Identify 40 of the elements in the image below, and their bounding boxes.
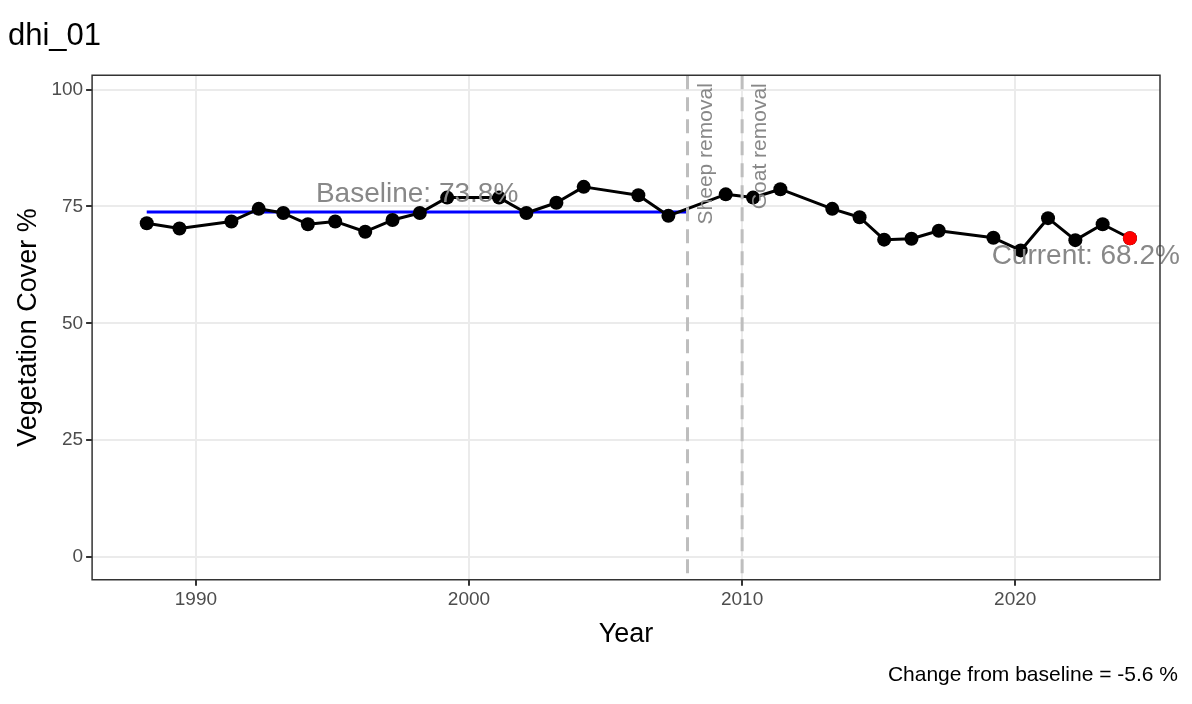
point bbox=[631, 188, 646, 203]
point bbox=[825, 201, 840, 216]
text: Change from baseline = -5.6 % bbox=[887, 662, 1178, 686]
point bbox=[328, 214, 343, 229]
y-tick-label: 100 bbox=[51, 77, 84, 99]
y-tick-label: 0 bbox=[72, 545, 84, 567]
x-tick-label: 2010 bbox=[720, 588, 764, 610]
y-tick-label: 50 bbox=[61, 311, 84, 333]
point bbox=[1041, 211, 1056, 226]
point bbox=[931, 223, 946, 238]
point bbox=[1095, 217, 1110, 232]
point bbox=[224, 214, 239, 229]
point bbox=[300, 217, 315, 232]
point bbox=[986, 230, 1001, 245]
x-tick-label: 2020 bbox=[994, 588, 1037, 610]
ref-line-label: Sheep removal bbox=[692, 83, 716, 225]
point bbox=[904, 231, 919, 246]
point bbox=[519, 206, 534, 221]
point bbox=[576, 179, 591, 194]
point bbox=[251, 201, 266, 216]
point bbox=[877, 232, 892, 247]
point bbox=[661, 208, 676, 223]
y-tick-label: 25 bbox=[61, 428, 84, 450]
point bbox=[773, 182, 788, 197]
point bbox=[412, 206, 427, 221]
point bbox=[139, 216, 154, 231]
chart-title: dhi_01 bbox=[8, 17, 102, 53]
point bbox=[549, 195, 564, 210]
x-tick-label: 1990 bbox=[174, 588, 218, 610]
point bbox=[358, 224, 373, 239]
y-axis-title: Vegetation Cover % bbox=[11, 208, 42, 447]
y-tick-label: 75 bbox=[61, 194, 84, 216]
point bbox=[852, 210, 867, 225]
ref-line-label: Goat removal bbox=[747, 83, 771, 210]
point bbox=[718, 187, 733, 202]
point bbox=[385, 213, 400, 228]
point bbox=[276, 206, 291, 221]
point bbox=[172, 221, 187, 236]
x-tick-label: 2000 bbox=[447, 588, 491, 610]
x-axis-title: Year bbox=[598, 618, 654, 649]
